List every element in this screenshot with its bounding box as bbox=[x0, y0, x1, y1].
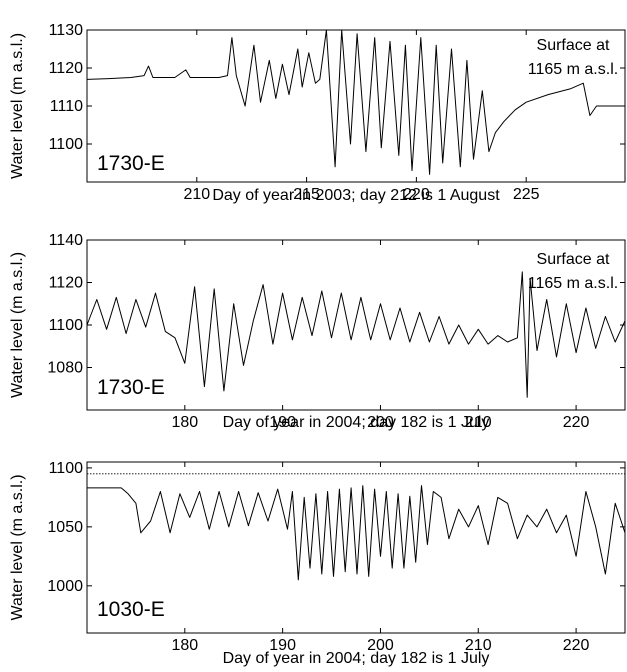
y-tick-label: 1100 bbox=[49, 136, 84, 153]
panel-middle-2004: 180 190 200 210 220 1080 1100 1120 1140 Day of ye… bbox=[9, 232, 626, 431]
x-tick-label: 190 bbox=[269, 637, 296, 654]
y-tick-label: 1080 bbox=[47, 360, 83, 377]
station-label: 1730-E bbox=[97, 152, 165, 175]
x-tick-label: 210 bbox=[183, 186, 210, 203]
water-level-series bbox=[87, 485, 626, 581]
surface-annotation: 1165 m a.s.l. bbox=[528, 61, 618, 78]
x-axis-label: Day of year in 2004; day 182 is 1 July bbox=[223, 650, 490, 667]
x-tick-label: 180 bbox=[171, 414, 198, 431]
surface-annotation: Surface at bbox=[537, 251, 610, 268]
y-tick-label: 1000 bbox=[47, 578, 83, 595]
x-tick-label: 220 bbox=[403, 186, 430, 203]
surface-annotation: Surface at bbox=[537, 37, 610, 54]
x-tick-label: 220 bbox=[563, 414, 590, 431]
y-axis-label: Water level (m a.s.l.) bbox=[9, 252, 26, 398]
x-axis-label: Day of year in 2004; day 182 is 1 July bbox=[223, 414, 490, 431]
x-tick-label: 210 bbox=[465, 637, 492, 654]
x-axis-label: Day of year in 2003; day 212 is 1 August bbox=[212, 187, 500, 204]
y-tick-label: 1120 bbox=[49, 275, 84, 292]
panel-bottom-2004: 180 190 200 210 220 1000 1050 1100 Day of year i… bbox=[9, 460, 626, 667]
y-tick-label: 1130 bbox=[49, 22, 84, 39]
water-level-series bbox=[86, 29, 625, 175]
station-label: 1730-E bbox=[97, 376, 165, 399]
y-axis-label: Water level (m a.s.l.) bbox=[9, 33, 26, 179]
x-tick-label: 190 bbox=[269, 414, 296, 431]
x-tick-label: 210 bbox=[465, 414, 492, 431]
surface-annotation: 1165 m a.s.l. bbox=[528, 275, 618, 292]
x-tick-label: 220 bbox=[563, 637, 590, 654]
y-tick-label: 1100 bbox=[49, 317, 84, 334]
x-tick-label: 200 bbox=[367, 637, 394, 654]
y-tick-label: 1120 bbox=[49, 60, 84, 77]
x-tick-label: 180 bbox=[171, 637, 198, 654]
y-tick-label: 1110 bbox=[50, 98, 83, 115]
y-tick-label: 1100 bbox=[49, 460, 84, 477]
y-tick-label: 1140 bbox=[49, 232, 84, 249]
panel-top-2003: 210 215 220 225 1100 1110 1120 1130 Day of year … bbox=[9, 22, 626, 204]
y-tick-label: 1050 bbox=[47, 519, 83, 536]
x-tick-label: 215 bbox=[293, 186, 320, 203]
y-axis-label: Water level (m a.s.l.) bbox=[9, 474, 26, 620]
plot-frame bbox=[86, 461, 626, 634]
station-label: 1030-E bbox=[97, 598, 165, 621]
x-tick-label: 200 bbox=[367, 414, 394, 431]
x-tick-label: 225 bbox=[513, 186, 540, 203]
water-level-series bbox=[86, 271, 626, 398]
